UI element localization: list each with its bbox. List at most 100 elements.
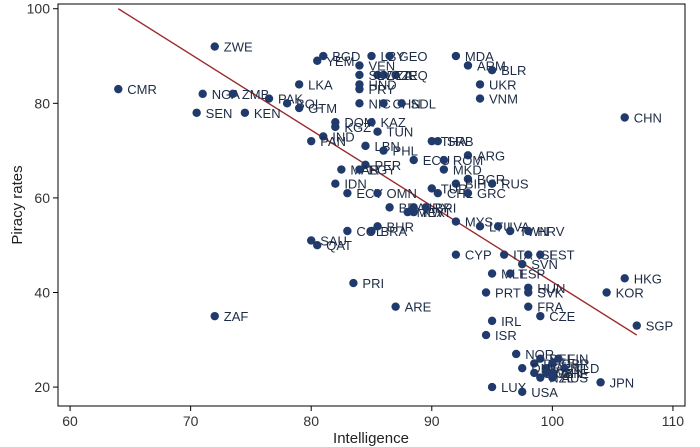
data-point xyxy=(536,311,545,321)
data-point-label: VEN xyxy=(368,58,395,73)
data-point xyxy=(536,250,545,259)
data-point-label: IDN xyxy=(344,177,366,192)
data-point xyxy=(367,118,376,127)
data-point xyxy=(427,184,436,193)
data-point xyxy=(319,51,328,61)
data-point xyxy=(530,368,539,378)
data-point xyxy=(192,108,201,117)
data-point xyxy=(433,188,443,198)
data-point-label: USA xyxy=(531,385,558,400)
data-point xyxy=(524,226,533,236)
data-point-label: URY xyxy=(423,200,451,215)
data-point-label: NOR xyxy=(525,347,554,362)
data-point xyxy=(499,250,509,259)
x-tick-label: 110 xyxy=(662,413,685,429)
data-point xyxy=(343,226,352,236)
data-point-label: ARG xyxy=(477,148,505,163)
data-point xyxy=(518,387,527,397)
data-point xyxy=(373,70,382,80)
data-point xyxy=(463,188,473,198)
data-point-label: PRI xyxy=(362,276,384,291)
data-point-label: BRI xyxy=(435,200,457,215)
data-point xyxy=(481,288,491,297)
data-point xyxy=(385,203,394,212)
data-point xyxy=(439,155,449,165)
data-point xyxy=(487,66,497,75)
y-tick-label: 100 xyxy=(27,1,51,17)
data-point xyxy=(542,368,551,378)
data-point xyxy=(487,316,497,326)
data-point-label: CHE xyxy=(561,366,589,381)
data-point-label: HKG xyxy=(634,271,662,286)
data-point-label: BRA xyxy=(381,224,408,239)
data-point-label: AZE xyxy=(393,68,419,83)
data-point xyxy=(379,99,388,108)
data-point-label: THA xyxy=(441,134,467,149)
data-point-label: IND xyxy=(332,129,354,144)
data-point xyxy=(391,302,400,311)
data-point xyxy=(530,359,539,368)
data-point xyxy=(379,70,388,80)
data-point xyxy=(355,80,364,89)
data-point xyxy=(403,207,412,217)
x-tick-label: 60 xyxy=(62,413,78,429)
data-point-label: PRT xyxy=(495,285,521,300)
data-point xyxy=(391,70,400,80)
data-point xyxy=(313,241,322,250)
data-point xyxy=(548,373,557,382)
data-point xyxy=(493,222,503,231)
data-point-label: DOM xyxy=(344,115,374,130)
data-point xyxy=(307,136,316,146)
y-tick-label: 60 xyxy=(34,190,50,206)
data-point xyxy=(294,103,304,113)
data-point-label: GRC xyxy=(477,186,506,201)
data-point-label: MKD xyxy=(453,163,482,178)
data-point xyxy=(409,203,418,212)
data-point xyxy=(487,179,497,188)
data-point-label: KGZ xyxy=(344,120,371,135)
data-point xyxy=(337,165,346,174)
y-tick-label: 20 xyxy=(34,379,50,395)
data-point xyxy=(264,94,274,103)
data-point xyxy=(451,51,461,61)
data-point xyxy=(536,373,545,382)
data-point xyxy=(602,288,611,297)
data-point xyxy=(343,188,352,198)
data-point xyxy=(524,302,533,311)
data-point xyxy=(511,349,521,359)
data-point xyxy=(536,354,545,363)
data-point xyxy=(367,226,376,236)
data-point xyxy=(313,56,322,65)
y-tick-label: 80 xyxy=(34,95,50,111)
data-point-label: HUN xyxy=(537,281,565,296)
data-point xyxy=(475,80,485,89)
data-point-label: LKA xyxy=(308,77,333,92)
y-axis-title: Piracy rates xyxy=(9,165,26,244)
x-tick-label: 100 xyxy=(541,413,565,429)
data-point-label: MYS xyxy=(465,215,494,230)
data-point xyxy=(385,51,394,61)
data-point xyxy=(524,288,533,297)
data-point xyxy=(240,108,250,117)
plot-area xyxy=(57,3,686,407)
data-point xyxy=(505,269,515,278)
data-point-label: ROM xyxy=(453,153,483,168)
data-point-label: TUR xyxy=(441,181,468,196)
data-point-label: KEN xyxy=(254,106,281,121)
data-point xyxy=(433,136,443,146)
data-point xyxy=(481,330,491,340)
data-point-label: SVN xyxy=(531,257,558,272)
data-point xyxy=(632,321,641,330)
data-point-label: BGD xyxy=(332,49,360,64)
data-point-label: CZE xyxy=(549,309,575,324)
data-point-label: ESP xyxy=(519,267,545,282)
data-point-label: VNM xyxy=(489,92,518,107)
data-point xyxy=(355,165,364,174)
data-point-label: SLV xyxy=(368,68,392,83)
data-point-label: SEN xyxy=(206,106,233,121)
data-point-label: BGR xyxy=(477,172,505,187)
data-point xyxy=(331,122,340,132)
data-point-label: GEO xyxy=(399,49,428,64)
trend-line xyxy=(117,8,638,336)
